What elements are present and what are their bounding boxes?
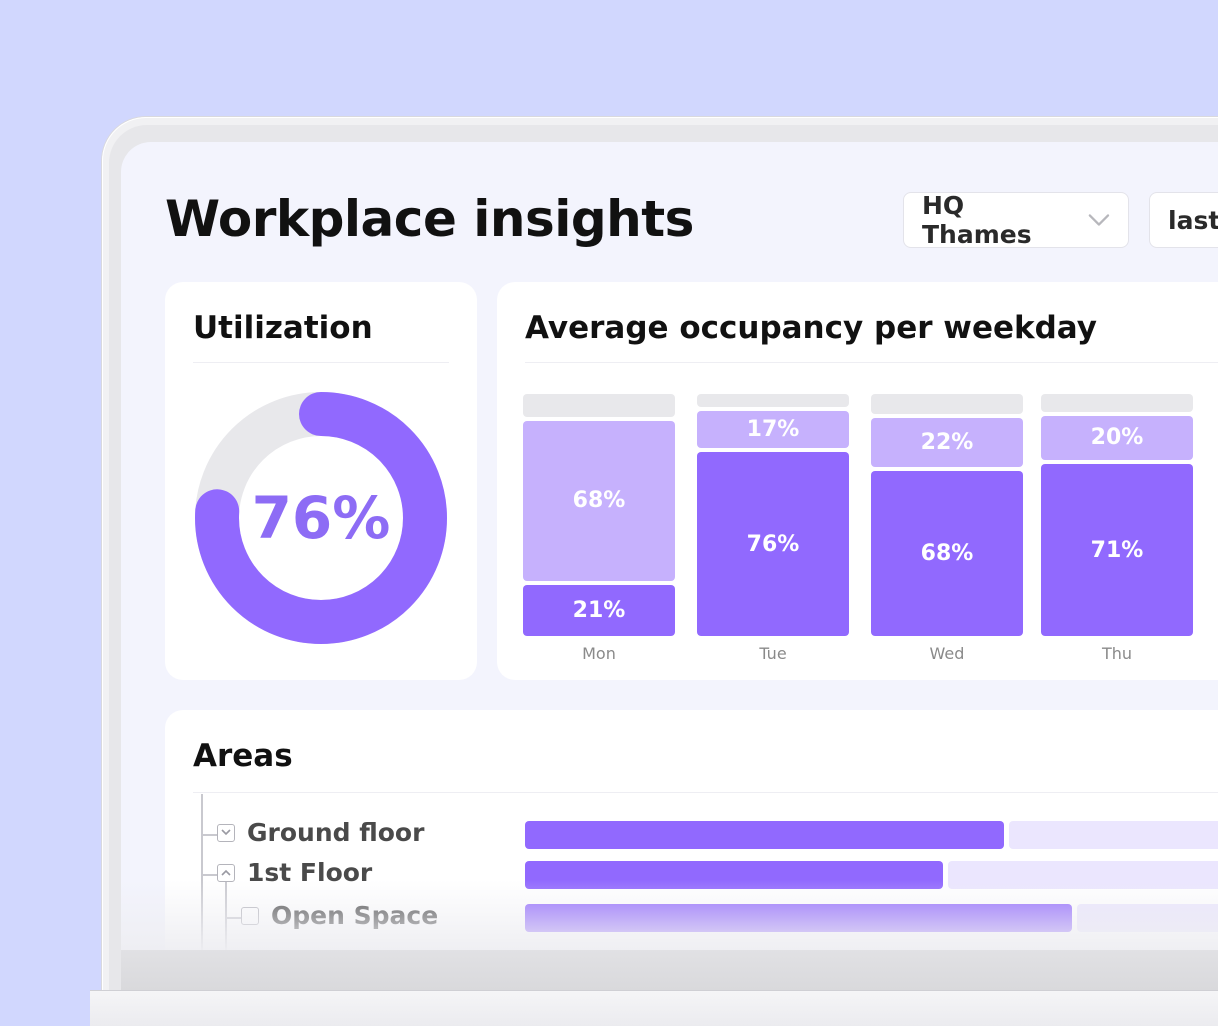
area-row[interactable]: Open Space bbox=[241, 901, 438, 930]
collapse-toggle-icon[interactable] bbox=[217, 863, 235, 882]
bar-segment-booked-not-used: 22% bbox=[871, 418, 1023, 468]
area-usage-remainder bbox=[1077, 904, 1218, 932]
tree-branch bbox=[227, 917, 241, 919]
location-select[interactable]: HQ Thames bbox=[903, 191, 1129, 249]
page-title: Workplace insights bbox=[165, 190, 694, 248]
occupancy-title: Average occupancy per weekday bbox=[525, 310, 1097, 346]
bar-remainder bbox=[697, 394, 849, 407]
laptop-base bbox=[90, 990, 1218, 1026]
area-usage-bar bbox=[525, 904, 1073, 932]
donut-chart bbox=[195, 392, 447, 644]
area-row[interactable]: Ground floor bbox=[217, 818, 424, 847]
utilization-card: Utilization 76% bbox=[165, 282, 477, 680]
bar-segment-occupied: 76% bbox=[697, 452, 849, 636]
chevron-down-icon bbox=[1088, 214, 1110, 226]
card-divider bbox=[193, 362, 449, 363]
utilization-title: Utilization bbox=[193, 310, 373, 346]
card-divider bbox=[525, 362, 1218, 363]
areas-title: Areas bbox=[193, 738, 293, 774]
period-select-value: last bbox=[1168, 205, 1218, 235]
tree-branch bbox=[203, 874, 217, 876]
bar-category-label: Wed bbox=[929, 644, 965, 663]
area-label: Open Space bbox=[271, 901, 439, 930]
area-usage-remainder bbox=[1008, 821, 1218, 849]
card-divider bbox=[193, 792, 1218, 793]
bar-segment-occupied: 21% bbox=[523, 585, 675, 636]
bar-column-tue: 17% 76% bbox=[697, 394, 849, 636]
area-label: 1st Floor bbox=[247, 858, 373, 887]
donut-value-arc bbox=[195, 392, 447, 644]
bar-column-mon: 68% 21% bbox=[523, 394, 675, 636]
bar-column-thu: 20% 71% bbox=[1041, 394, 1193, 636]
expand-toggle-icon[interactable] bbox=[217, 823, 235, 842]
area-usage-bar bbox=[525, 821, 1004, 849]
location-select-value: HQ Thames bbox=[922, 191, 1032, 249]
bar-segment-booked-not-used: 20% bbox=[1041, 415, 1193, 461]
bar-category-label: Mon bbox=[582, 644, 616, 663]
bar-column-wed: 22% 68% bbox=[871, 394, 1023, 636]
tree-connector bbox=[201, 794, 203, 950]
bar-category-label: Thu bbox=[1101, 644, 1133, 663]
bar-segment-occupied: 71% bbox=[1041, 464, 1193, 636]
area-usage-bar bbox=[525, 861, 943, 889]
bar-remainder bbox=[523, 394, 675, 417]
bar-segment-occupied: 68% bbox=[871, 471, 1023, 636]
area-row[interactable]: 1st Floor bbox=[217, 858, 372, 887]
checkbox-icon[interactable] bbox=[241, 906, 259, 925]
app-screen: Workplace insights HQ Thames last Utiliz… bbox=[121, 142, 1218, 950]
bar-remainder bbox=[871, 394, 1023, 415]
occupancy-card: Average occupancy per weekday 68% 21% Mon 1… bbox=[497, 282, 1218, 680]
tree-branch bbox=[203, 834, 217, 836]
tree-connector bbox=[225, 876, 227, 950]
area-label: Ground floor bbox=[247, 818, 425, 847]
bar-segment-booked-not-used: 17% bbox=[697, 410, 849, 449]
bar-segment-booked-not-used: 68% bbox=[523, 420, 675, 582]
areas-card: Areas Ground floor 1st Floor Open Space bbox=[165, 710, 1218, 950]
utilization-value: 76% bbox=[251, 484, 391, 552]
bar-category-label: Tue bbox=[759, 644, 787, 663]
laptop-bottom-bezel bbox=[121, 950, 1218, 990]
period-select[interactable]: last bbox=[1149, 192, 1218, 248]
area-usage-remainder bbox=[948, 861, 1218, 889]
utilization-donut: 76% bbox=[191, 388, 451, 648]
bar-remainder bbox=[1041, 394, 1193, 412]
